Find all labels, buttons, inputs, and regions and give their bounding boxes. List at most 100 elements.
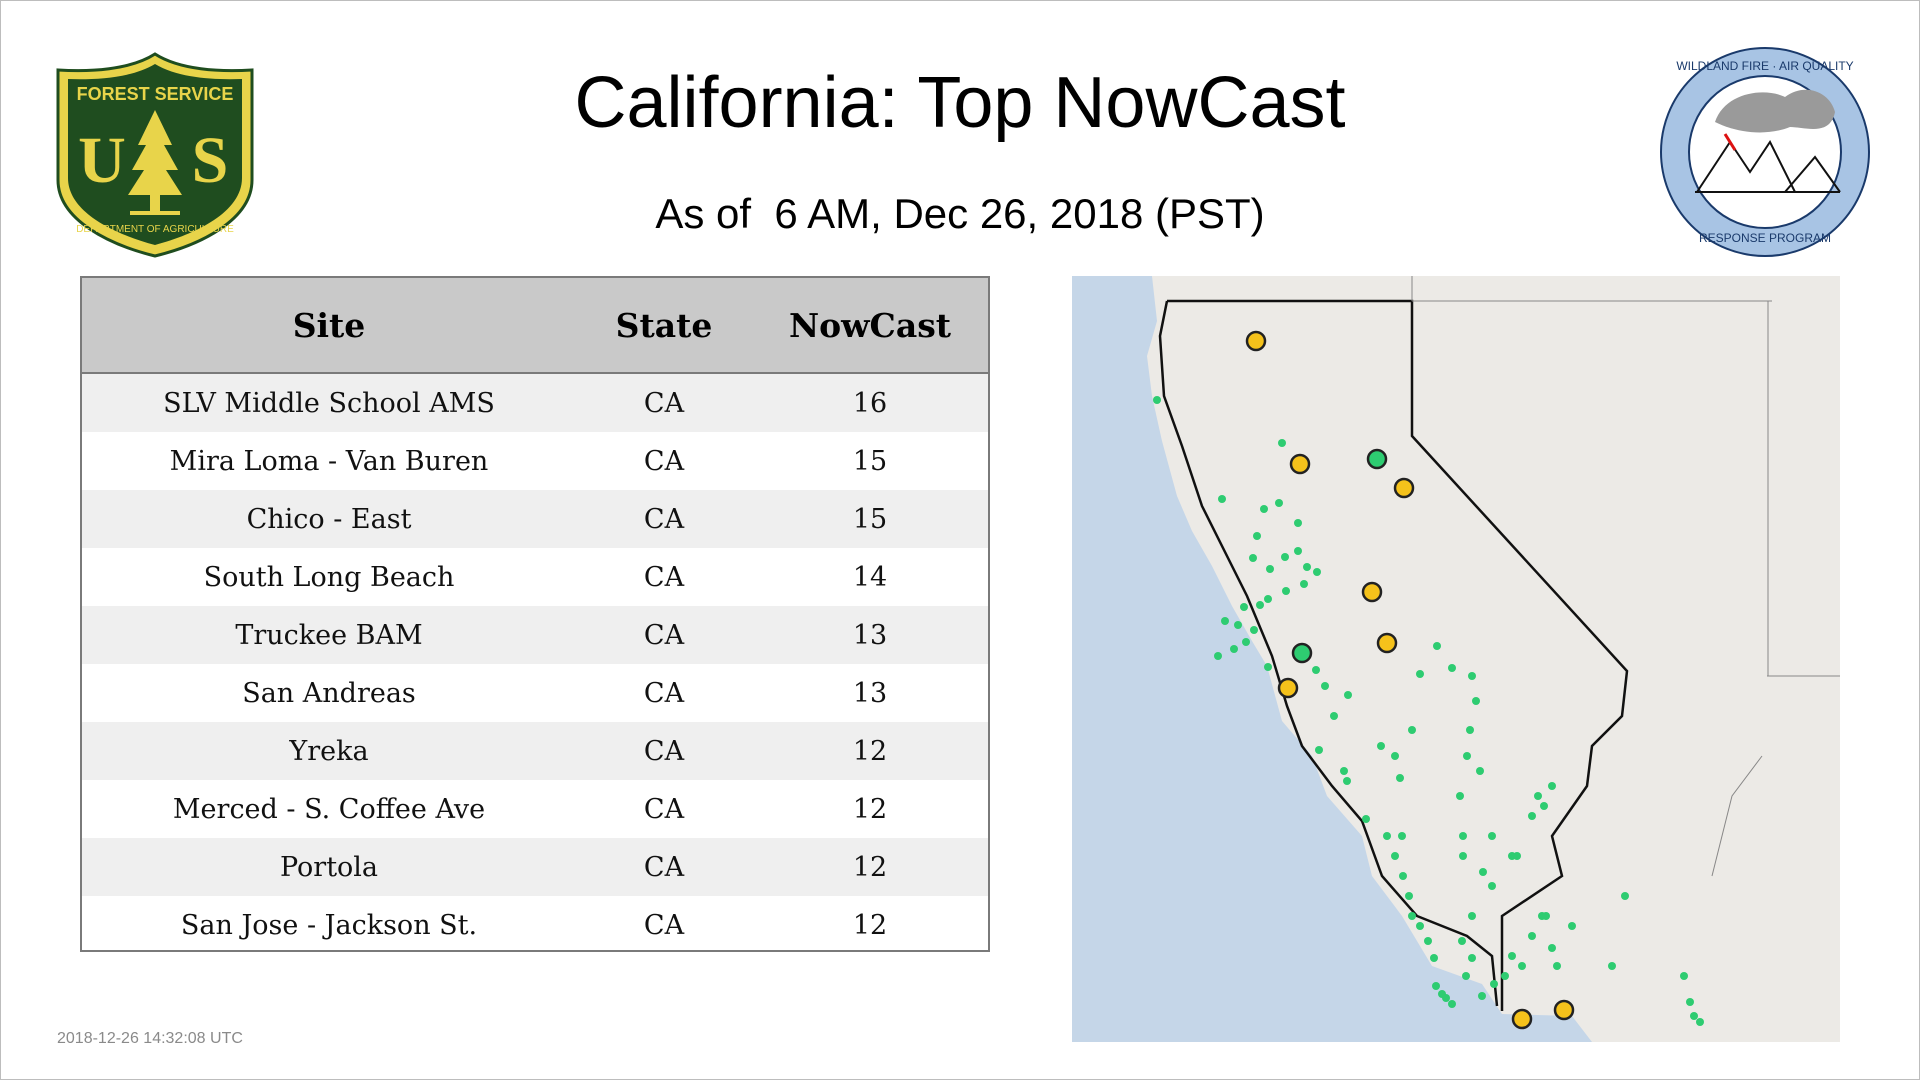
monitor-dot xyxy=(1214,652,1222,660)
render-timestamp: 2018-12-26 14:32:08 UTC xyxy=(57,1030,243,1047)
nowcast-cell: 12 xyxy=(752,722,988,780)
column-header-site: Site xyxy=(82,278,576,374)
monitor-dot xyxy=(1548,944,1556,952)
table-row: Mira Loma - Van Buren CA 15 xyxy=(82,432,988,490)
column-header-nowcast: NowCast xyxy=(752,278,988,374)
moderate-monitor-marker xyxy=(1553,999,1575,1021)
monitor-dot xyxy=(1218,495,1226,503)
monitor-dot xyxy=(1250,626,1258,634)
state-cell: CA xyxy=(576,373,752,432)
monitor-dot xyxy=(1282,587,1290,595)
monitor-dot xyxy=(1501,972,1509,980)
table-row: San Jose - Jackson St. CA 12 xyxy=(82,896,988,950)
site-cell: Yreka xyxy=(82,722,576,780)
table-row: Portola CA 12 xyxy=(82,838,988,896)
monitor-dot xyxy=(1377,742,1385,750)
monitor-dot xyxy=(1432,982,1440,990)
monitor-dot xyxy=(1399,872,1407,880)
moderate-monitor-marker xyxy=(1277,677,1299,699)
nowcast-cell: 13 xyxy=(752,664,988,722)
monitor-dot xyxy=(1362,815,1370,823)
monitor-dot xyxy=(1680,972,1688,980)
nowcast-cell: 15 xyxy=(752,490,988,548)
monitor-dot xyxy=(1264,663,1272,671)
monitor-dot xyxy=(1488,882,1496,890)
monitor-dot xyxy=(1462,972,1470,980)
table-row: San Andreas CA 13 xyxy=(82,664,988,722)
monitor-dot xyxy=(1256,601,1264,609)
moderate-monitor-marker xyxy=(1245,330,1267,352)
monitor-dot xyxy=(1153,396,1161,404)
monitor-dot xyxy=(1690,1012,1698,1020)
nowcast-cell: 13 xyxy=(752,606,988,664)
monitor-dot xyxy=(1281,553,1289,561)
monitor-dot xyxy=(1548,782,1556,790)
monitor-dot xyxy=(1383,832,1391,840)
monitor-dot xyxy=(1221,617,1229,625)
monitor-dot xyxy=(1344,691,1352,699)
california-border xyxy=(1158,299,1629,1011)
moderate-monitor-marker xyxy=(1289,453,1311,475)
nowcast-table: Site State NowCast SLV Middle School AMS… xyxy=(80,276,990,952)
monitor-dot xyxy=(1478,992,1486,1000)
monitor-dot xyxy=(1540,802,1548,810)
nowcast-cell: 16 xyxy=(752,373,988,432)
monitor-dot xyxy=(1300,580,1308,588)
monitor-dot xyxy=(1468,672,1476,680)
nowcast-cell: 14 xyxy=(752,548,988,606)
monitor-dot xyxy=(1230,645,1238,653)
monitor-dot xyxy=(1253,532,1261,540)
good-monitor-marker xyxy=(1291,642,1313,664)
monitor-dot xyxy=(1459,852,1467,860)
wildland-fire-logo: WILDLAND FIRE · AIR QUALITY RESPONSE PRO… xyxy=(1660,47,1870,257)
page-title: California: Top NowCast xyxy=(574,63,1346,143)
state-cell: CA xyxy=(576,722,752,780)
site-cell: San Andreas xyxy=(82,664,576,722)
monitor-dot xyxy=(1240,603,1248,611)
monitor-dot xyxy=(1479,868,1487,876)
monitor-dot xyxy=(1315,746,1323,754)
monitor-dot xyxy=(1513,852,1521,860)
page-subtitle: As of 6 AM, Dec 26, 2018 (PST) xyxy=(655,190,1265,237)
monitor-dot xyxy=(1330,712,1338,720)
monitor-dot xyxy=(1430,954,1438,962)
monitor-dot xyxy=(1508,952,1516,960)
monitor-dot xyxy=(1424,937,1432,945)
monitor-dot xyxy=(1466,726,1474,734)
monitor-dot xyxy=(1468,954,1476,962)
forest-service-logo: FOREST SERVICE U S DEPARTMENT OF AGRICUL… xyxy=(56,52,254,258)
site-cell: Merced - S. Coffee Ave xyxy=(82,780,576,838)
state-cell: CA xyxy=(576,780,752,838)
table-row: Chico - East CA 15 xyxy=(82,490,988,548)
monitor-dot xyxy=(1472,697,1480,705)
monitor-dot xyxy=(1275,499,1283,507)
monitor-dot xyxy=(1608,962,1616,970)
monitor-dot xyxy=(1442,994,1450,1002)
monitor-dot xyxy=(1490,980,1498,988)
monitor-dot xyxy=(1686,998,1694,1006)
monitor-dot xyxy=(1278,439,1286,447)
monitor-dot xyxy=(1433,642,1441,650)
svg-text:S: S xyxy=(192,124,229,197)
monitor-dot xyxy=(1391,852,1399,860)
monitor-dot xyxy=(1294,519,1302,527)
monitor-dot xyxy=(1518,962,1526,970)
state-cell: CA xyxy=(576,838,752,896)
table-row: South Long Beach CA 14 xyxy=(82,548,988,606)
monitor-dot xyxy=(1528,812,1536,820)
monitor-dot xyxy=(1463,752,1471,760)
monitor-dot xyxy=(1459,832,1467,840)
monitor-dot xyxy=(1391,752,1399,760)
monitor-dot xyxy=(1303,563,1311,571)
site-cell: Truckee BAM xyxy=(82,606,576,664)
nowcast-cell: 12 xyxy=(752,780,988,838)
monitor-dot xyxy=(1234,621,1242,629)
monitor-dot xyxy=(1294,547,1302,555)
monitor-dot xyxy=(1313,568,1321,576)
column-header-state: State xyxy=(576,278,752,374)
monitor-dot xyxy=(1405,892,1413,900)
monitor-dot xyxy=(1621,892,1629,900)
moderate-monitor-marker xyxy=(1393,477,1415,499)
monitor-dot xyxy=(1568,922,1576,930)
moderate-monitor-marker xyxy=(1511,1008,1533,1030)
